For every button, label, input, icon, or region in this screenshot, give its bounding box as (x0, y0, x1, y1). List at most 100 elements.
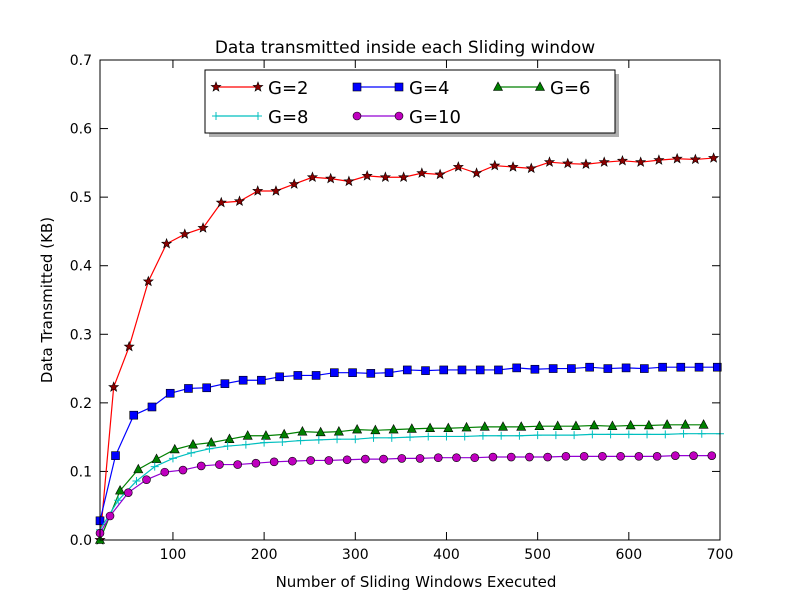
x-tick-label: 200 (251, 547, 278, 563)
data-point (296, 436, 305, 445)
data-point (552, 420, 563, 430)
data-point (288, 178, 300, 189)
legend-label: G=10 (409, 107, 461, 128)
data-point (351, 435, 360, 444)
data-point (315, 426, 326, 437)
data-point (415, 454, 425, 463)
legend-label: G=8 (268, 107, 308, 128)
data-point (196, 461, 206, 471)
data-point (366, 369, 376, 378)
data-point (694, 362, 704, 372)
data-point (543, 452, 552, 462)
data-point (488, 452, 498, 462)
data-point (616, 452, 625, 461)
data-point (370, 424, 381, 435)
data-point (679, 429, 688, 438)
data-point (111, 451, 120, 460)
data-point (184, 384, 193, 393)
data-point (658, 362, 667, 372)
x-axis-label: Number of Sliding Windows Executed (276, 573, 557, 591)
series-g-6 (95, 419, 709, 544)
data-point (579, 452, 589, 461)
data-point (187, 448, 196, 457)
data-point (388, 423, 399, 434)
data-point (314, 435, 323, 444)
legend-marker (210, 81, 222, 92)
plot-frame (99, 59, 721, 541)
data-point (624, 430, 633, 439)
data-point (461, 421, 472, 432)
data-point (525, 162, 537, 174)
data-point (361, 170, 373, 181)
data-point (625, 419, 636, 430)
data-point (588, 430, 597, 439)
data-point (108, 381, 120, 392)
data-point (260, 438, 269, 447)
data-point (534, 420, 545, 430)
data-point (671, 152, 683, 164)
legend-marker (394, 111, 404, 121)
data-point (223, 442, 232, 451)
x-tick-label: 400 (433, 547, 460, 563)
data-point (242, 430, 253, 440)
x-tick-label: 300 (342, 547, 369, 563)
data-point (105, 511, 115, 521)
legend-item: G=4 (352, 78, 449, 99)
data-point (708, 152, 720, 163)
y-tick-label: 0.1 (70, 464, 92, 480)
series-line (99, 424, 704, 541)
data-point (114, 496, 123, 505)
legend-marker (493, 81, 503, 91)
data-point (643, 430, 652, 439)
data-point (324, 456, 334, 465)
data-point (652, 452, 662, 461)
data-point (333, 435, 342, 444)
data-point (424, 432, 433, 441)
data-point (151, 453, 162, 463)
legend-marker (394, 82, 404, 92)
data-point (179, 228, 191, 239)
data-point (123, 488, 133, 497)
data-point (160, 467, 170, 477)
data-point (712, 362, 722, 372)
data-point (197, 222, 209, 233)
data-point (206, 436, 217, 447)
data-point (570, 431, 579, 440)
data-point (561, 452, 571, 461)
data-point (297, 426, 308, 436)
data-point (606, 430, 615, 439)
data-point (251, 458, 261, 468)
data-point (570, 420, 581, 430)
data-point (512, 363, 521, 373)
data-point (698, 419, 709, 429)
data-point (233, 460, 242, 469)
data-point (398, 171, 410, 182)
data-point (215, 460, 224, 469)
data-point (224, 433, 235, 444)
data-point (506, 452, 516, 462)
chart-title: Data transmitted inside each Sliding win… (215, 38, 595, 58)
data-point (548, 364, 558, 373)
data-point (202, 383, 211, 393)
data-point (585, 362, 594, 372)
data-point (132, 477, 141, 486)
data-point (562, 157, 574, 169)
legend-box (204, 69, 616, 134)
data-point (147, 402, 157, 412)
data-point (434, 168, 446, 180)
data-point (306, 171, 319, 182)
legend-marker (254, 112, 262, 120)
data-point (443, 422, 454, 433)
y-tick-label: 0.6 (70, 122, 92, 138)
data-point (634, 452, 644, 461)
data-point (680, 419, 691, 429)
data-point (397, 454, 407, 463)
data-point (676, 362, 686, 372)
data-point (452, 453, 461, 463)
series-g-4 (95, 362, 722, 526)
data-point (525, 452, 534, 462)
legend-marker (212, 112, 220, 120)
data-point (270, 185, 282, 196)
